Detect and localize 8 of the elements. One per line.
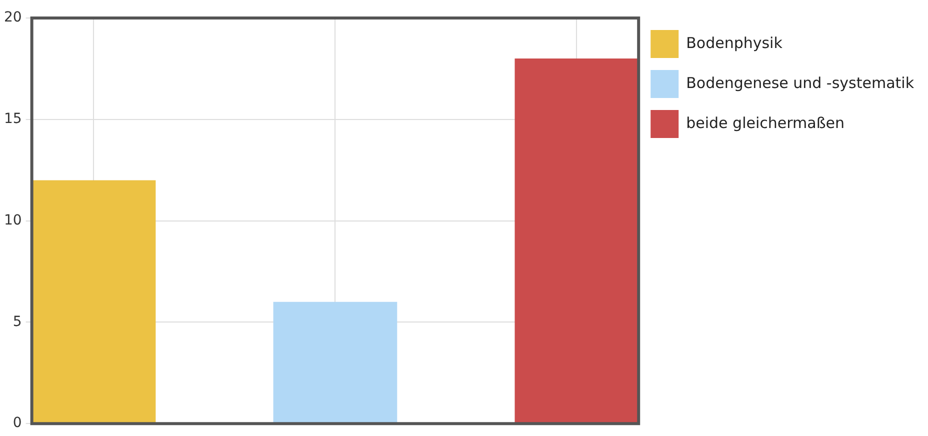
legend-label: beide gleichermaßen: [686, 114, 845, 132]
legend-label: Bodengenese und -systematik: [686, 74, 914, 92]
y-tick-label: 15: [4, 111, 22, 128]
legend-label: Bodenphysik: [686, 34, 783, 52]
y-tick-label: 5: [12, 314, 22, 330]
y-tick-label: 20: [4, 10, 22, 26]
y-tick-label: 10: [4, 212, 22, 228]
y-tick-label: 0: [12, 415, 22, 432]
